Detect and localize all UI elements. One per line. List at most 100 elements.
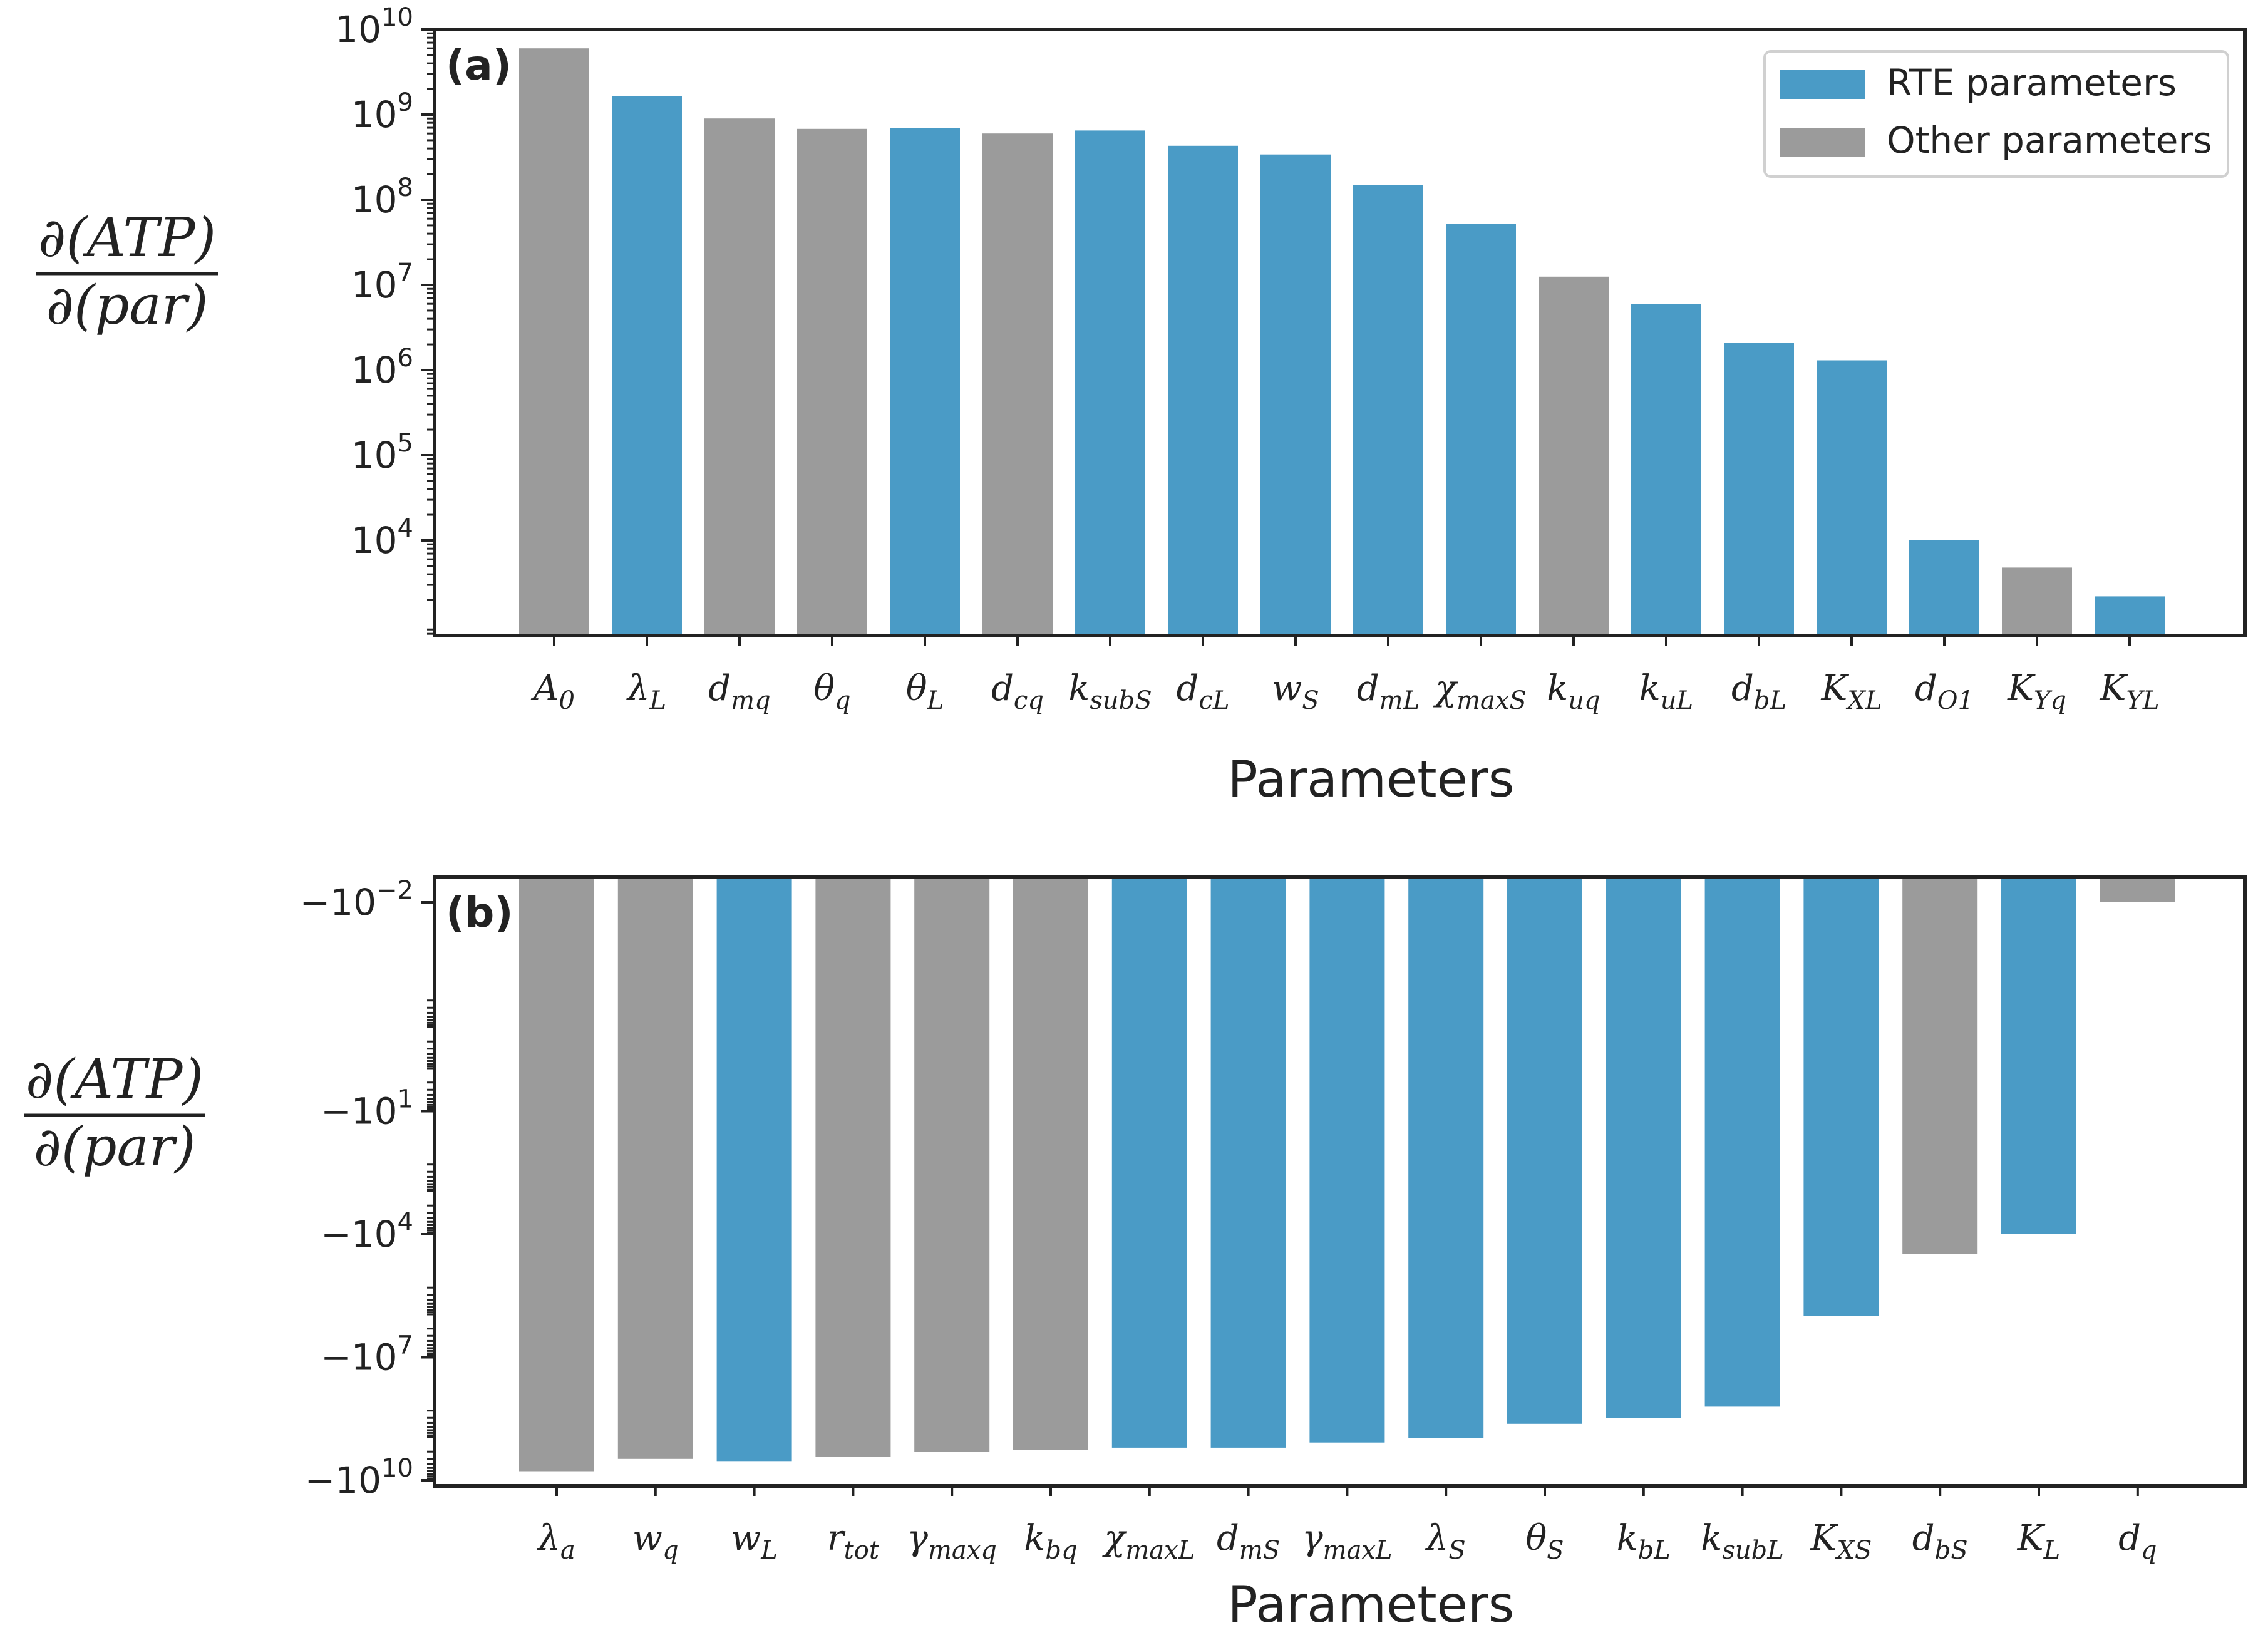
x-tick-label-symbol: K — [2007, 668, 2036, 709]
y-tick-label-base: 10 — [351, 178, 398, 221]
bar-γ-maxq — [914, 877, 990, 1452]
x-tick-label-symbol: r — [827, 1518, 846, 1559]
y-tick-label: 106 — [351, 344, 413, 391]
y-tick-label: −107 — [321, 1331, 413, 1379]
x-tick-label-subscript: maxL — [1125, 1536, 1195, 1565]
panel-a-chart: A0 λL dmq θq θL dcq ksubS dcL wS dmL χmaxS kuq kuL db… — [36, 3, 2247, 808]
legend-swatch-rte — [1780, 70, 1865, 99]
x-tick-label-symbol: θ — [1525, 1518, 1547, 1559]
x-tick-label-symbol: k — [1701, 1518, 1722, 1559]
y-tick-label-sign: − — [300, 881, 331, 924]
x-tick-label: dcq — [991, 668, 1044, 715]
x-tick-label: θL — [906, 668, 944, 715]
x-tick-label: θS — [1525, 1518, 1564, 1565]
bar-A-0 — [519, 48, 589, 636]
bar-θ-q — [797, 128, 867, 636]
x-tick-label-symbol: w — [731, 1518, 761, 1559]
x-tick-label-subscript: XL — [1845, 686, 1882, 715]
y-tick-label-exponent: 1 — [398, 1085, 413, 1114]
x-tick-label: γmaxq — [907, 1518, 996, 1565]
x-tick-label-subscript: maxS — [1456, 686, 1527, 715]
bar-k-subS — [1075, 130, 1145, 636]
x-tick-label-symbol: d — [1217, 1518, 1239, 1559]
y-tick-label-base: 10 — [351, 1090, 398, 1133]
y-axis-title-numerator: ∂(ATP) — [38, 207, 216, 269]
x-tick-label: KYq — [2007, 668, 2066, 715]
x-tick-label-subscript: L — [760, 1536, 778, 1565]
y-tick-label-exponent: 5 — [398, 429, 413, 458]
x-tick-label-subscript: Yq — [2034, 686, 2066, 715]
y-tick-label-base: 10 — [351, 1336, 398, 1379]
x-tick-label-symbol: d — [708, 668, 731, 709]
x-tick-label: dO1 — [1915, 668, 1974, 715]
x-tick-label-subscript: tot — [844, 1536, 880, 1565]
y-tick-label: −10−2 — [300, 876, 413, 924]
x-tick-label-subscript: L — [2043, 1536, 2061, 1565]
x-tick-label: γmaxL — [1302, 1518, 1392, 1565]
x-tick-label-subscript: bS — [1935, 1536, 1968, 1565]
y-tick-label-exponent: 10 — [381, 1454, 413, 1483]
x-tick-label-subscript: subL — [1722, 1536, 1783, 1565]
x-tick-label-symbol: w — [632, 1518, 662, 1559]
bar-w-S — [1260, 154, 1331, 636]
bar-w-q — [617, 877, 693, 1459]
x-tick-label: wq — [632, 1518, 679, 1565]
x-tick-label-symbol: k — [1024, 1518, 1045, 1559]
x-tick-label-symbol: K — [1810, 1518, 1839, 1559]
x-tick-label: wS — [1272, 668, 1319, 715]
bar-d-q — [2100, 877, 2175, 902]
bar-k-uL — [1631, 304, 1701, 636]
plot-frame — [433, 28, 2247, 637]
y-tick-label: 109 — [351, 88, 413, 136]
x-tick-label-subscript: bq — [1045, 1536, 1077, 1565]
x-tick-label-subscript: mL — [1379, 686, 1420, 715]
bar-w-L — [716, 877, 792, 1462]
x-tick-label: dq — [2118, 1518, 2157, 1565]
bar-d-O1 — [1909, 540, 1979, 636]
y-tick-label-base: 10 — [335, 8, 381, 51]
x-tick-label-subscript: S — [1547, 1536, 1564, 1565]
bar-θ-S — [1507, 877, 1582, 1424]
y-tick-label-base: 10 — [330, 881, 376, 924]
x-tick-label-subscript: subS — [1090, 686, 1152, 715]
x-tick-label-symbol: A — [530, 668, 559, 709]
bar-K-XS — [1803, 877, 1879, 1316]
x-tick-label: KXS — [1810, 1518, 1872, 1565]
bar-d-mL — [1353, 185, 1423, 636]
y-tick-label: 105 — [351, 429, 413, 477]
bar-θ-L — [890, 128, 960, 636]
legend-swatch-other — [1780, 128, 1865, 157]
x-tick-label-symbol: k — [1639, 668, 1661, 709]
x-tick-label: KL — [2017, 1518, 2060, 1565]
x-tick-label: χmaxL — [1101, 1518, 1195, 1565]
x-tick-label-symbol: d — [1357, 668, 1379, 709]
x-tick-label-symbol: χ — [1433, 668, 1458, 709]
x-tick-label: dbS — [1912, 1518, 1968, 1565]
y-tick-label-base: 10 — [351, 264, 398, 306]
x-tick-label-symbol: λ — [537, 1518, 560, 1559]
y-tick-label-sign: − — [321, 1336, 351, 1379]
x-tick-label-symbol: d — [1731, 668, 1754, 709]
y-tick-label: 104 — [351, 514, 413, 562]
y-tick-label-exponent: 10 — [381, 3, 413, 32]
x-tick-label-subscript: cL — [1198, 686, 1229, 715]
y-tick-label: −101 — [321, 1085, 413, 1133]
x-tick-label-subscript: q — [835, 686, 851, 715]
y-tick-label-exponent: 7 — [398, 1331, 413, 1360]
x-tick-label: θq — [813, 668, 850, 715]
x-tick-label: dmS — [1217, 1518, 1280, 1565]
bar-d-mS — [1210, 877, 1286, 1448]
x-tick-label-symbol: d — [1912, 1518, 1935, 1559]
x-tick-label: λa — [537, 1518, 575, 1565]
x-tick-label: A0 — [530, 668, 575, 715]
x-tick-label: wL — [731, 1518, 778, 1565]
bar-γ-maxL — [1309, 877, 1385, 1443]
y-tick-label-base: 10 — [351, 434, 398, 477]
x-tick-label-symbol: K — [2100, 668, 2128, 709]
bar-λ-a — [519, 877, 594, 1472]
x-tick-label-subscript: maxq — [928, 1536, 997, 1565]
y-tick-label: 107 — [351, 259, 413, 306]
x-tick-label: λS — [1425, 1518, 1466, 1565]
x-tick-label-subscript: uq — [1568, 686, 1600, 715]
